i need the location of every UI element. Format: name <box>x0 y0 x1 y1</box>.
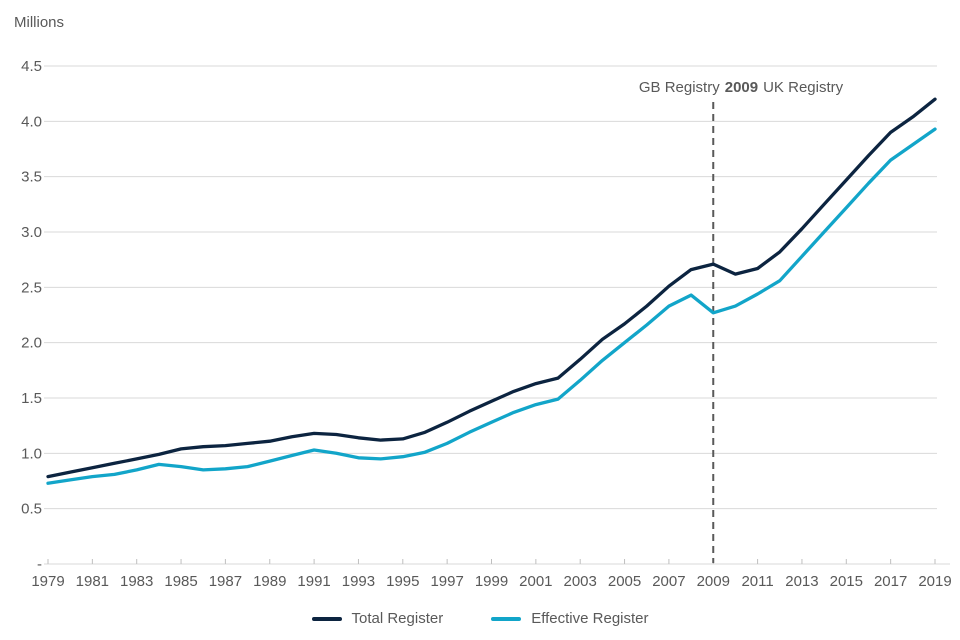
y-tick-label: 4.0 <box>21 113 42 130</box>
x-tick-label: 2013 <box>785 573 818 590</box>
x-tick-label: 1999 <box>475 573 508 590</box>
x-tick-label: 1993 <box>342 573 375 590</box>
divider-annotation-post: UK Registry <box>763 79 844 96</box>
chart-legend: Total Register Effective Register <box>0 610 960 627</box>
x-tick-label: 2017 <box>874 573 907 590</box>
y-tick-label: 2.0 <box>21 335 42 352</box>
x-tick-label: 1983 <box>120 573 153 590</box>
total-register-swatch-icon <box>311 616 342 621</box>
legend-label-total-register: Total Register <box>351 610 444 627</box>
x-tick-label: 1981 <box>76 573 109 590</box>
y-zero-label: - <box>37 556 42 573</box>
x-tick-label: 2005 <box>608 573 641 590</box>
x-tick-label: 2011 <box>741 573 773 590</box>
x-tick-label: 1995 <box>386 573 419 590</box>
x-tick-label: 1985 <box>164 573 197 590</box>
x-tick-label: 1989 <box>253 573 286 590</box>
x-tick-label: 1979 <box>31 573 64 590</box>
y-tick-label: 0.5 <box>21 501 42 518</box>
y-tick-label: 3.5 <box>21 169 42 186</box>
line-chart-plot: 4.5 4.0 3.5 3.0 2.5 2.0 1.5 1.0 0.5 -1979 1981 1983… <box>21 58 952 590</box>
y-tick-label: 3.0 <box>21 224 42 241</box>
y-tick-label: 2.5 <box>21 279 42 296</box>
effective-register-line <box>46 127 937 485</box>
x-tick-label: 2015 <box>830 573 863 590</box>
effective-register-swatch-icon <box>491 616 522 621</box>
x-tick-label: 1987 <box>209 573 242 590</box>
y-tick-label: 1.0 <box>21 445 42 462</box>
y-tick-label: 4.5 <box>21 58 42 75</box>
x-tick-label: 1997 <box>430 573 463 590</box>
y-tick-label: 1.5 <box>21 390 42 407</box>
x-tick-label: 2001 <box>519 573 552 590</box>
y-axis-units-label: Millions <box>14 14 65 31</box>
divider-annotation: GB Registry 2009 UK Registry <box>639 79 843 96</box>
x-tick-label: 2003 <box>564 573 597 590</box>
legend-item-total-register: Total Register <box>311 610 444 627</box>
divider-annotation-year: 2009 <box>724 79 759 96</box>
x-tick-label: 2019 <box>918 573 951 590</box>
legend-label-effective-register: Effective Register <box>531 610 649 627</box>
x-tick-label: 2009 <box>697 573 730 590</box>
x-tick-label: 1991 <box>297 573 330 590</box>
total-register-line <box>46 97 937 479</box>
x-tick-label: 2007 <box>652 573 685 590</box>
legend-item-effective-register: Effective Register <box>491 610 649 627</box>
divider-annotation-pre: GB Registry <box>638 79 720 96</box>
